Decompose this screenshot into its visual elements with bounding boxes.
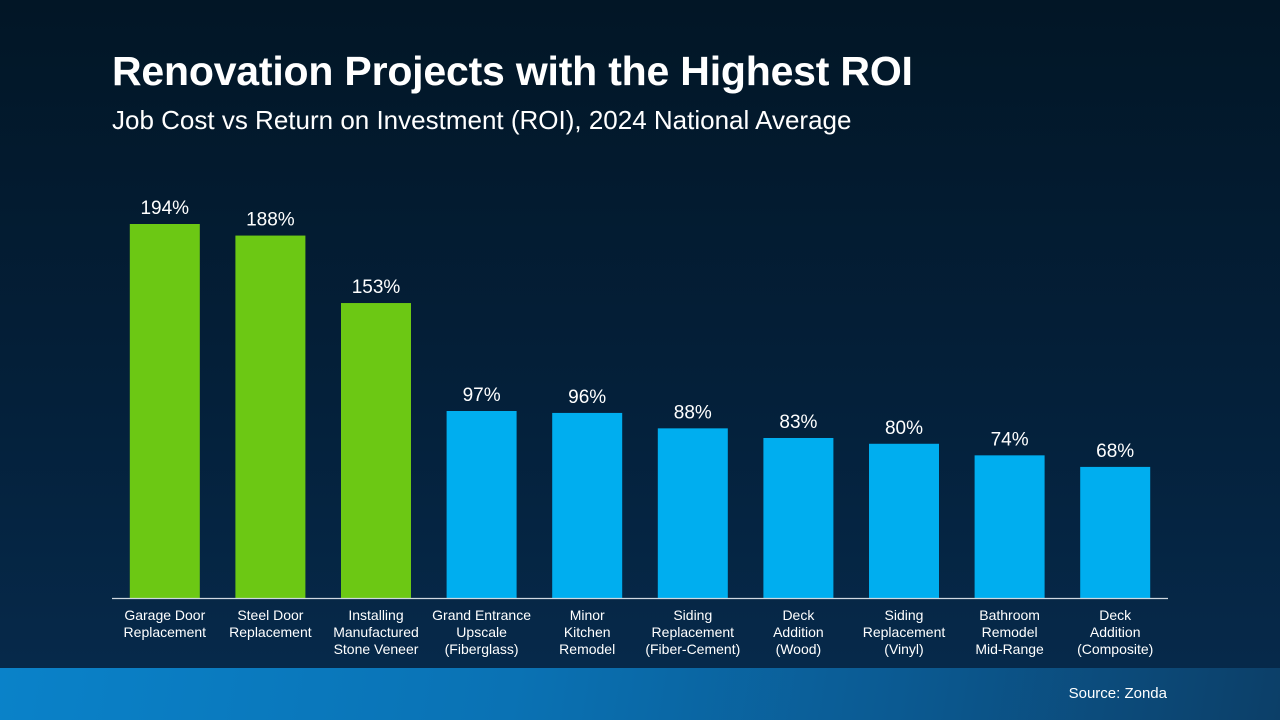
category-label-line: Steel Door bbox=[237, 607, 303, 623]
category-label: Grand Entrance Upscale (Fiberglass) bbox=[432, 607, 531, 657]
category-label-line: (Vinyl) bbox=[884, 641, 923, 657]
category-label-line: Replacement bbox=[652, 624, 735, 640]
category-label-line: Deck bbox=[782, 607, 815, 623]
category-label-line: (Wood) bbox=[776, 641, 822, 657]
bar bbox=[763, 437, 834, 598]
data-label: 194% bbox=[140, 198, 189, 219]
chart-subtitle: Job Cost vs Return on Investment (ROI), … bbox=[112, 105, 852, 135]
category-label: Minor Kitchen Remodel bbox=[559, 607, 615, 657]
category-label-line: Addition bbox=[773, 624, 824, 640]
category-label-line: Siding bbox=[673, 607, 712, 623]
category-label-line: Replacement bbox=[124, 624, 207, 640]
category-label-line: Stone Veneer bbox=[334, 641, 419, 657]
category-label-line: Manufactured bbox=[333, 624, 419, 640]
data-label: 153% bbox=[352, 277, 401, 298]
bar bbox=[552, 412, 623, 598]
data-label: 188% bbox=[246, 210, 295, 231]
category-label-line: Garage Door bbox=[124, 607, 205, 623]
bar bbox=[341, 303, 411, 598]
category-label-line: Replacement bbox=[229, 624, 312, 640]
category-label: Installing Manufactured Stone Veneer bbox=[333, 607, 419, 657]
category-label-line: Remodel bbox=[559, 641, 615, 657]
bar bbox=[235, 235, 306, 598]
category-label: Siding Replacement (Fiber-Cement) bbox=[645, 607, 740, 657]
bar bbox=[1080, 466, 1151, 598]
category-label-line: Siding bbox=[885, 607, 924, 623]
category-label-line: Upscale bbox=[456, 624, 507, 640]
category-label-line: Grand Entrance bbox=[432, 607, 531, 623]
category-label-line: (Fiberglass) bbox=[445, 641, 519, 657]
category-label: Garage Door Replacement bbox=[124, 607, 207, 640]
data-label: 80% bbox=[885, 418, 923, 439]
bar bbox=[869, 443, 939, 598]
data-label: 74% bbox=[991, 429, 1029, 450]
category-label-line: Minor bbox=[570, 607, 605, 623]
category-label: Bathroom Remodel Mid-Range bbox=[975, 607, 1044, 657]
data-label: 88% bbox=[674, 402, 712, 423]
category-label-line: Deck bbox=[1099, 607, 1132, 623]
bar bbox=[446, 411, 517, 598]
bar bbox=[974, 455, 1045, 598]
category-label-line: Replacement bbox=[863, 624, 946, 640]
category-label-line: Installing bbox=[348, 607, 403, 623]
category-label-line: Bathroom bbox=[979, 607, 1040, 623]
category-label-line: Kitchen bbox=[564, 624, 611, 640]
data-label: 68% bbox=[1096, 441, 1134, 462]
category-label-line: (Composite) bbox=[1077, 641, 1153, 657]
category-label: Deck Addition (Composite) bbox=[1077, 607, 1153, 657]
data-label: 83% bbox=[779, 412, 817, 433]
bar bbox=[129, 224, 200, 598]
bar bbox=[657, 428, 728, 598]
footer-band: Source: Zonda bbox=[0, 668, 1280, 720]
data-label: 96% bbox=[568, 387, 606, 408]
category-label: Siding Replacement (Vinyl) bbox=[863, 607, 946, 657]
chart-title: Renovation Projects with the Highest ROI bbox=[112, 48, 913, 94]
category-label: Deck Addition (Wood) bbox=[773, 607, 824, 657]
data-label: 97% bbox=[463, 385, 501, 406]
category-label-line: Remodel bbox=[982, 624, 1038, 640]
category-label: Steel Door Replacement bbox=[229, 607, 312, 640]
category-label-line: (Fiber-Cement) bbox=[645, 641, 740, 657]
source-note: Source: Zonda bbox=[1068, 685, 1167, 702]
category-label-line: Mid-Range bbox=[975, 641, 1044, 657]
category-label-line: Addition bbox=[1090, 624, 1141, 640]
